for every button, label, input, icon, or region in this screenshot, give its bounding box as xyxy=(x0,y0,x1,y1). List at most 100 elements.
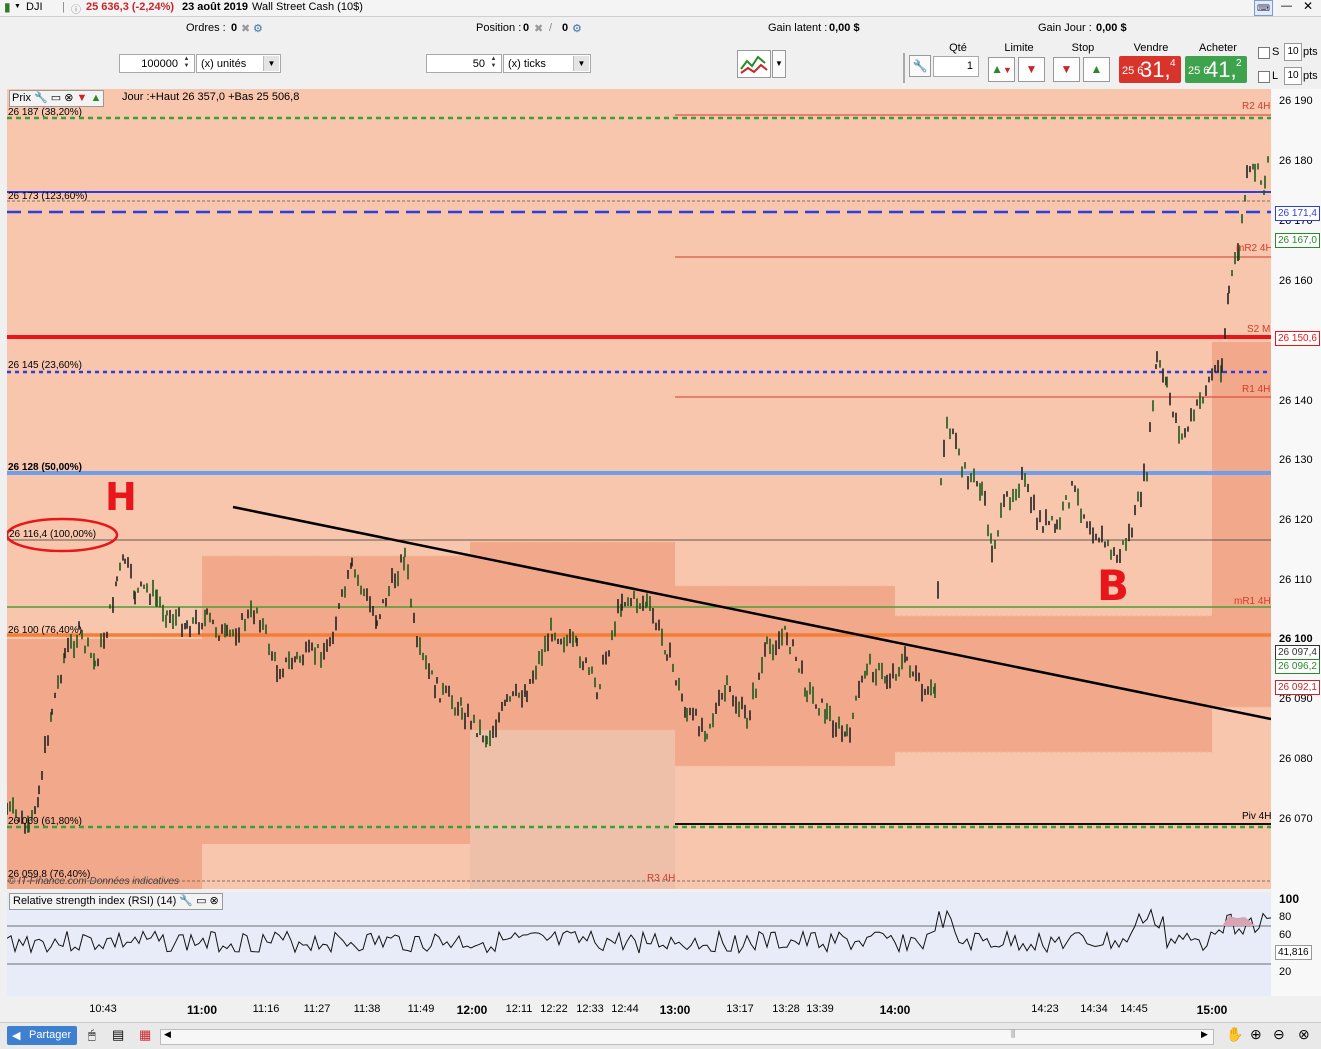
order-qty-value: 1 xyxy=(966,60,973,72)
daily-gain-value: 0,00 $ xyxy=(1096,22,1127,34)
close-icon[interactable]: ⊗ xyxy=(209,895,219,907)
rsi-panel-header[interactable]: Relative strength index (RSI) (14) 🔧 ▭ ⊗ xyxy=(9,893,223,910)
scroll-left-icon[interactable]: ◀ xyxy=(164,1029,171,1039)
close-icon[interactable]: ⊗ xyxy=(64,92,74,104)
minimize-icon[interactable]: — xyxy=(1281,0,1292,12)
ticks-stepper[interactable]: 50 ▲ ▼ xyxy=(426,54,502,73)
annotation-b: B xyxy=(1097,561,1130,610)
time-scrollbar[interactable]: ◀ ⫼ ▶ xyxy=(160,1029,1214,1045)
zoom-in-icon[interactable]: ⊕ xyxy=(1250,1026,1262,1042)
chart-trading-button[interactable] xyxy=(737,50,771,78)
ticks-value: 50 xyxy=(472,58,485,70)
list-icon[interactable]: ▤ xyxy=(112,1027,125,1042)
rsi-canvas[interactable] xyxy=(7,892,1271,996)
fib-label-123: 26 173 (123,60%) xyxy=(8,191,88,202)
position-label: Position : xyxy=(476,22,522,34)
quantity-unit-select[interactable]: (x) unités ▼ xyxy=(196,54,281,73)
wrench-icon[interactable]: 🔧 xyxy=(909,55,931,77)
red-arrow-icon[interactable]: ▼ xyxy=(76,92,88,104)
time-tick-label: 14:23 xyxy=(1031,1003,1059,1015)
cursor-icon[interactable]: 🖱 xyxy=(88,1027,96,1042)
time-tick-label: 13:17 xyxy=(726,1003,754,1015)
position-value: 0 xyxy=(523,22,530,34)
price-chart[interactable]: Prix 🔧 ▭ ⊗ ▼ ▲ Jour :+Haut 26 357,0 +Bas… xyxy=(7,89,1271,889)
orders-value: 0 xyxy=(231,22,238,34)
maximize-icon[interactable]: ▭ xyxy=(50,92,62,104)
close-icon[interactable]: ✕ xyxy=(1303,0,1314,13)
price-tick-label: 26 070 xyxy=(1279,813,1313,825)
limit-points-input[interactable]: 10 xyxy=(1284,67,1302,85)
time-tick-label: 12:33 xyxy=(576,1003,604,1015)
keyboard-icon[interactable]: ⌨ xyxy=(1254,0,1273,16)
fib-label-61: 26 069 (61,80%) xyxy=(8,816,82,827)
chevron-down-icon[interactable]: ▼ xyxy=(573,56,589,71)
cancel-orders-icon[interactable]: ✖ xyxy=(241,23,251,35)
fib-label-76b: 26 059,8 (76,40%) xyxy=(8,869,91,880)
sell-stop-button[interactable]: ▲ xyxy=(1083,57,1110,82)
share-button[interactable]: ◀ Partager xyxy=(7,1026,77,1045)
time-axis[interactable]: 10:43 11:00 11:16 11:27 11:38 11:49 12:00 12:11… xyxy=(7,996,1271,1020)
buy-header: Acheter xyxy=(1199,42,1237,54)
sell-limit-button[interactable]: ▼ xyxy=(1018,57,1045,82)
scroll-thumb-icon[interactable]: ⫼ xyxy=(1011,1029,1016,1039)
candlestick-icon: ▮ xyxy=(4,0,11,14)
price-chart-canvas[interactable] xyxy=(7,89,1271,889)
orders-label: Ordres : xyxy=(186,22,226,34)
date-label: 23 août 2019 xyxy=(182,1,249,13)
annotation-circle[interactable] xyxy=(7,517,119,553)
rsi-tick-label: 80 xyxy=(1279,911,1292,923)
price-change: 25 636,3 (-2,24%) xyxy=(86,1,175,13)
green-arrow-icon[interactable]: ▲ xyxy=(90,92,102,104)
rsi-line[interactable] xyxy=(7,908,1271,955)
order-qty-input[interactable]: 1 xyxy=(933,56,979,77)
r1-4h-label: R1 4H xyxy=(1242,384,1271,395)
ticks-unit-select[interactable]: (x) ticks ▼ xyxy=(503,54,591,73)
stop-checkbox-label: S xyxy=(1272,46,1280,58)
chevron-down-icon[interactable]: ▼ xyxy=(772,50,786,78)
candlestick-series[interactable] xyxy=(7,156,1269,834)
stop-points-input[interactable]: 10 xyxy=(1284,43,1302,61)
stop-checkbox[interactable] xyxy=(1258,47,1270,59)
fit-zoom-icon[interactable]: ⊗ xyxy=(1298,1026,1310,1042)
buy-limit-button[interactable]: ▲▼ xyxy=(988,57,1015,82)
price-tick-label: 26 160 xyxy=(1279,275,1313,287)
grid-icon[interactable]: ▦ xyxy=(139,1027,152,1042)
panel-handle[interactable] xyxy=(903,53,911,83)
price-tick-label: 26 090 xyxy=(1279,693,1313,705)
info-icon[interactable]: ⓘ xyxy=(71,5,81,16)
rsi-tick-label: 100 xyxy=(1279,892,1300,906)
chevron-down-icon[interactable]: ▼ xyxy=(14,3,21,10)
gear-icon[interactable]: ⚙ xyxy=(572,23,582,35)
zoom-out-icon[interactable]: ⊖ xyxy=(1273,1026,1285,1042)
separator-icon: / xyxy=(549,22,553,34)
price-tick-label: 26 130 xyxy=(1279,454,1313,466)
time-tick-label: 14:00 xyxy=(879,1003,911,1017)
fib-label-38: 26 187 (38,20%) xyxy=(8,107,82,118)
wrench-icon[interactable]: 🔧 xyxy=(34,92,48,104)
unrealized-gain-label: Gain latent : xyxy=(768,22,828,34)
time-tick-label: 15:00 xyxy=(1196,1003,1228,1017)
gear-icon[interactable]: ⚙ xyxy=(253,23,263,35)
buy-button[interactable]: 25 6 41, 2 xyxy=(1185,56,1247,83)
close-position-icon[interactable]: ✖ xyxy=(534,23,544,35)
trend-line[interactable] xyxy=(232,505,1271,721)
rsi-tick-label: 60 xyxy=(1279,929,1292,941)
wrench-icon[interactable]: 🔧 xyxy=(179,895,193,907)
chevron-down-icon[interactable]: ▼ xyxy=(263,56,279,71)
quantity-stepper[interactable]: 100000 ▲ ▼ xyxy=(119,54,195,73)
rsi-panel[interactable]: Relative strength index (RSI) (14) 🔧 ▭ ⊗ xyxy=(7,892,1271,996)
spin-icon[interactable]: ▲ ▼ xyxy=(490,56,497,69)
limit-checkbox[interactable] xyxy=(1258,71,1270,83)
prix-label: Prix xyxy=(12,92,31,104)
fib-label-50: 26 128 (50,00%) xyxy=(8,462,82,473)
sell-button[interactable]: 25 6 31, 4 xyxy=(1119,56,1181,83)
buy-stop-button[interactable]: ▼ xyxy=(1053,57,1080,82)
price-panel-header[interactable]: Prix 🔧 ▭ ⊗ ▼ ▲ xyxy=(9,90,105,107)
hand-icon[interactable]: ✋ xyxy=(1226,1026,1244,1042)
scroll-right-icon[interactable]: ▶ xyxy=(1201,1029,1208,1039)
time-tick-label: 11:16 xyxy=(252,1003,280,1015)
symbol-label[interactable]: DJI xyxy=(26,1,43,13)
spin-icon[interactable]: ▲ ▼ xyxy=(183,56,190,69)
maximize-icon[interactable]: ▭ xyxy=(196,895,207,907)
